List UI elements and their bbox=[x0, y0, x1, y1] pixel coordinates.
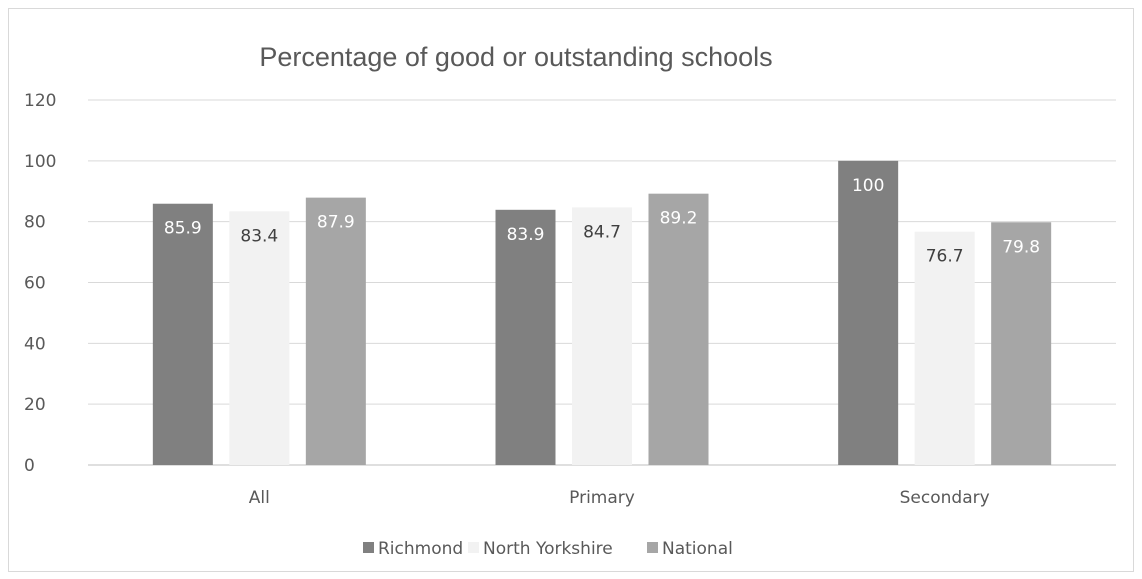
y-tick-label: 40 bbox=[24, 334, 46, 354]
x-category-label: Secondary bbox=[900, 488, 990, 508]
legend-swatch bbox=[468, 542, 479, 553]
data-label: 83.4 bbox=[240, 226, 278, 246]
bar bbox=[229, 211, 290, 465]
bar bbox=[305, 197, 366, 465]
y-tick-label: 120 bbox=[24, 91, 56, 111]
data-label: 83.9 bbox=[507, 225, 545, 245]
y-tick-label: 60 bbox=[24, 274, 46, 294]
chart-title: Percentage of good or outstanding school… bbox=[259, 42, 772, 72]
y-tick-label: 20 bbox=[24, 395, 46, 415]
data-label: 100 bbox=[852, 176, 884, 196]
data-label: 76.7 bbox=[926, 247, 964, 267]
x-category-label: All bbox=[249, 488, 270, 508]
data-label: 89.2 bbox=[660, 209, 698, 229]
bar bbox=[914, 231, 975, 465]
bar bbox=[991, 222, 1052, 465]
x-category-label: Primary bbox=[569, 488, 635, 508]
bar bbox=[152, 203, 213, 466]
legend-swatch bbox=[647, 542, 658, 553]
y-axis-ticks: 0 20 40 60 80 100 120 bbox=[24, 91, 56, 476]
y-tick-label: 80 bbox=[24, 213, 46, 233]
legend: Richmond North Yorkshire National bbox=[363, 539, 733, 559]
bars bbox=[152, 160, 1052, 466]
bar bbox=[838, 160, 899, 466]
data-label: 85.9 bbox=[164, 219, 202, 239]
data-label: 84.7 bbox=[583, 222, 621, 242]
legend-swatch bbox=[363, 542, 374, 553]
y-tick-label: 100 bbox=[24, 152, 56, 172]
x-axis-categories: All Primary Secondary bbox=[249, 488, 990, 508]
data-labels: 85.9 83.4 87.9 83.9 84.7 89.2 100 76.7 79.8 bbox=[164, 176, 1040, 267]
bar bbox=[572, 207, 632, 465]
data-label: 79.8 bbox=[1002, 237, 1040, 257]
bar bbox=[495, 209, 556, 465]
bar bbox=[648, 193, 709, 465]
data-label: 87.9 bbox=[317, 213, 355, 233]
legend-label: Richmond bbox=[378, 539, 463, 559]
y-tick-label: 0 bbox=[24, 456, 35, 476]
legend-label: National bbox=[662, 539, 733, 559]
legend-label: North Yorkshire bbox=[483, 539, 613, 559]
